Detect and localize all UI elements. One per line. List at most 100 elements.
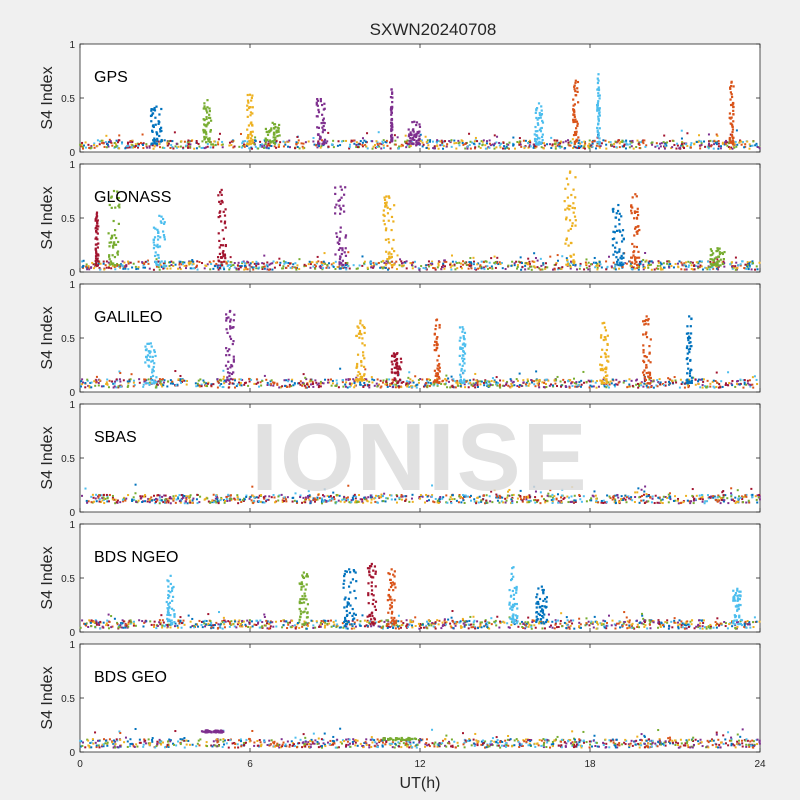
data-point xyxy=(709,382,712,385)
data-point xyxy=(112,243,116,246)
data-point xyxy=(479,380,482,383)
data-point xyxy=(394,359,397,362)
data-point xyxy=(142,147,145,150)
panel-label: GALILEO xyxy=(94,309,162,326)
data-point xyxy=(596,129,599,132)
data-point xyxy=(266,133,270,136)
data-point xyxy=(622,498,625,501)
data-point xyxy=(669,498,672,501)
data-point xyxy=(281,500,284,503)
data-point xyxy=(737,500,740,503)
data-point xyxy=(307,140,310,143)
data-point xyxy=(615,378,618,381)
data-point xyxy=(326,140,329,143)
data-point xyxy=(621,229,625,232)
data-point xyxy=(205,109,208,112)
data-point xyxy=(246,93,249,97)
data-point xyxy=(522,139,525,142)
data-point xyxy=(459,380,463,384)
data-point xyxy=(88,268,91,271)
data-point xyxy=(202,118,205,121)
data-point xyxy=(564,208,567,211)
data-point xyxy=(493,147,496,150)
data-point xyxy=(455,262,458,265)
data-point xyxy=(630,261,634,264)
data-point xyxy=(360,364,363,367)
data-point xyxy=(541,268,544,271)
data-point xyxy=(445,501,448,504)
data-point xyxy=(206,99,209,102)
data-point xyxy=(319,266,322,269)
data-point xyxy=(347,251,350,254)
data-point xyxy=(737,264,740,267)
data-point xyxy=(543,144,546,147)
data-point xyxy=(341,249,344,252)
data-point xyxy=(224,364,228,367)
data-point xyxy=(677,502,680,505)
data-point xyxy=(355,267,358,270)
data-point xyxy=(249,139,252,143)
data-point xyxy=(637,256,641,259)
data-point xyxy=(169,379,172,382)
data-point xyxy=(558,144,561,147)
data-point xyxy=(263,265,266,268)
data-point xyxy=(222,210,225,213)
data-point xyxy=(711,258,714,261)
data-point xyxy=(570,495,573,498)
data-point xyxy=(203,267,206,270)
data-point xyxy=(409,262,412,265)
data-point xyxy=(651,261,654,264)
data-point xyxy=(195,147,198,150)
data-point xyxy=(474,386,477,389)
data-point xyxy=(150,360,153,363)
data-point xyxy=(551,501,554,504)
data-point xyxy=(188,499,191,502)
data-point xyxy=(111,254,114,257)
data-point xyxy=(757,496,760,499)
data-point xyxy=(181,379,184,382)
data-point xyxy=(177,145,180,148)
data-point xyxy=(412,138,415,141)
data-point xyxy=(172,261,175,264)
data-point xyxy=(427,144,430,147)
data-point xyxy=(642,493,645,496)
data-point xyxy=(387,219,390,222)
data-point xyxy=(223,379,226,382)
data-point xyxy=(441,266,444,269)
data-point xyxy=(147,359,150,362)
data-point xyxy=(657,147,660,150)
data-point xyxy=(386,206,389,209)
data-point xyxy=(149,355,152,358)
data-point xyxy=(228,353,231,357)
data-point xyxy=(95,215,99,218)
data-point xyxy=(709,385,712,388)
data-point xyxy=(282,140,285,143)
data-point xyxy=(386,497,389,500)
data-point xyxy=(313,500,316,503)
data-point xyxy=(539,127,542,130)
data-point xyxy=(647,261,650,264)
data-point xyxy=(541,138,544,142)
data-point xyxy=(507,143,510,146)
data-point xyxy=(96,246,99,249)
data-point xyxy=(232,326,235,329)
data-point xyxy=(685,357,688,361)
data-point xyxy=(127,268,130,271)
data-point xyxy=(362,365,366,368)
data-point xyxy=(730,495,733,498)
data-point xyxy=(488,380,491,383)
data-point xyxy=(430,383,433,386)
data-point xyxy=(398,366,401,369)
data-point xyxy=(251,140,254,143)
data-point xyxy=(306,382,309,385)
data-point xyxy=(647,371,650,374)
data-point xyxy=(579,498,582,501)
data-point xyxy=(637,213,640,217)
data-point xyxy=(420,265,423,268)
data-point xyxy=(634,496,637,499)
data-point xyxy=(570,382,573,385)
data-point xyxy=(662,262,665,265)
data-point xyxy=(204,384,207,387)
data-point xyxy=(170,497,173,500)
data-point xyxy=(309,500,312,503)
